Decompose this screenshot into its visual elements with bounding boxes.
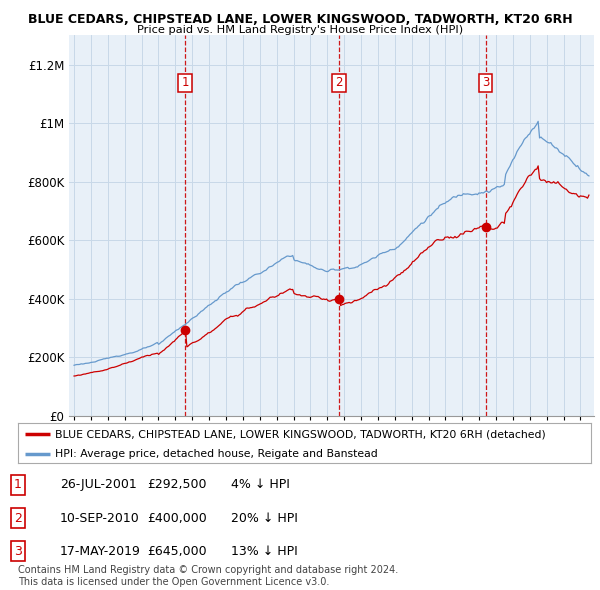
Text: 17-MAY-2019: 17-MAY-2019 [60, 545, 141, 558]
Text: BLUE CEDARS, CHIPSTEAD LANE, LOWER KINGSWOOD, TADWORTH, KT20 6RH (detached): BLUE CEDARS, CHIPSTEAD LANE, LOWER KINGS… [55, 430, 546, 440]
Text: 2: 2 [335, 77, 343, 90]
Text: £400,000: £400,000 [147, 512, 207, 525]
Text: 3: 3 [14, 545, 22, 558]
Text: HPI: Average price, detached house, Reigate and Banstead: HPI: Average price, detached house, Reig… [55, 450, 378, 460]
Text: 3: 3 [482, 77, 489, 90]
Text: 26-JUL-2001: 26-JUL-2001 [60, 478, 137, 491]
Text: £645,000: £645,000 [147, 545, 206, 558]
Text: Contains HM Land Registry data © Crown copyright and database right 2024.
This d: Contains HM Land Registry data © Crown c… [18, 565, 398, 587]
Text: 4% ↓ HPI: 4% ↓ HPI [231, 478, 290, 491]
Text: £292,500: £292,500 [147, 478, 206, 491]
Text: BLUE CEDARS, CHIPSTEAD LANE, LOWER KINGSWOOD, TADWORTH, KT20 6RH: BLUE CEDARS, CHIPSTEAD LANE, LOWER KINGS… [28, 13, 572, 26]
Text: 1: 1 [14, 478, 22, 491]
Text: 20% ↓ HPI: 20% ↓ HPI [231, 512, 298, 525]
Text: 10-SEP-2010: 10-SEP-2010 [60, 512, 140, 525]
Text: 13% ↓ HPI: 13% ↓ HPI [231, 545, 298, 558]
Text: Price paid vs. HM Land Registry's House Price Index (HPI): Price paid vs. HM Land Registry's House … [137, 25, 463, 35]
Text: 1: 1 [181, 77, 188, 90]
Text: 2: 2 [14, 512, 22, 525]
